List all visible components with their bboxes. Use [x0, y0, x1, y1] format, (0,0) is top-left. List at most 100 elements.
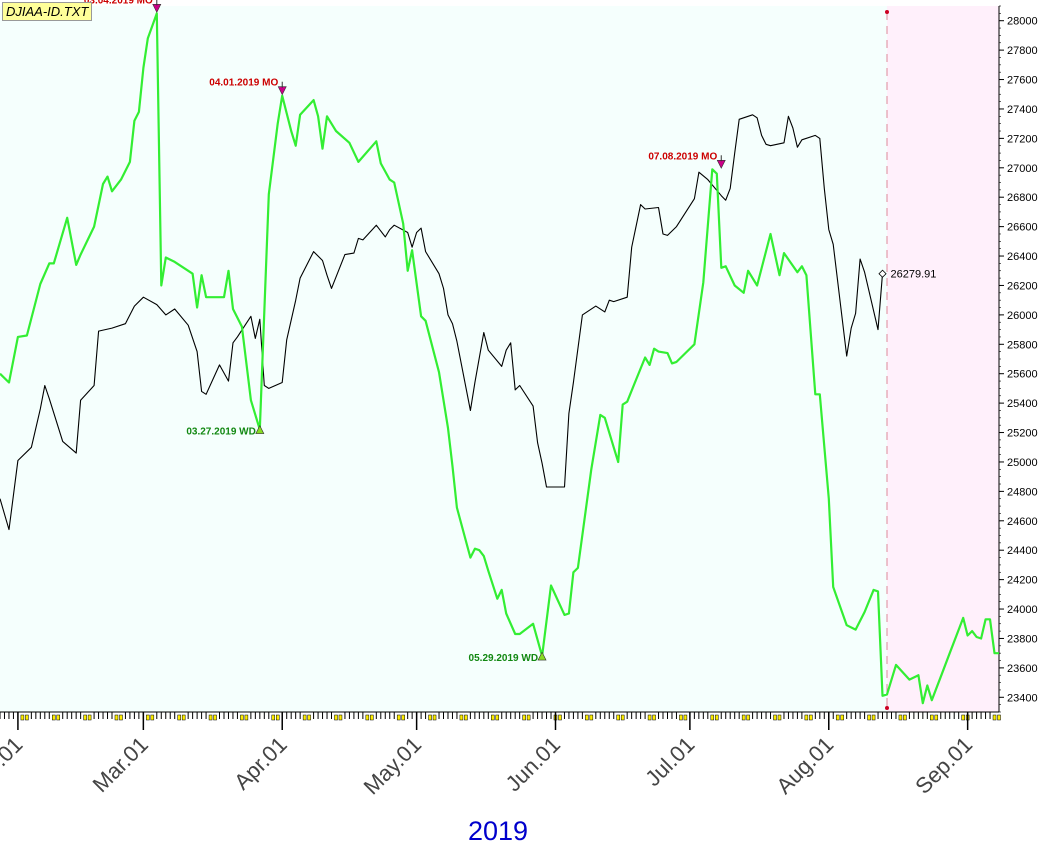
- month-label: Sep.01: [910, 732, 977, 799]
- weekend-tick: [835, 714, 840, 721]
- weekend-tick: [903, 714, 907, 721]
- y-tick-label: 26400: [1007, 251, 1038, 263]
- month-label: Mar.01: [88, 732, 153, 797]
- weekend-tick: [114, 714, 119, 721]
- weekend-tick: [25, 714, 29, 721]
- weekend-tick: [589, 714, 594, 721]
- y-tick-label: 27400: [1007, 104, 1038, 116]
- y-tick-label: 24600: [1007, 516, 1038, 528]
- y-tick-label: 24800: [1007, 486, 1038, 498]
- month-label: May.01: [359, 732, 427, 800]
- price-line: [0, 114, 884, 531]
- weekend-tick: [401, 714, 405, 721]
- weekend-tick: [146, 714, 150, 721]
- weekend-tick: [616, 714, 620, 721]
- cycle-top-label: 07.08.2019 MO: [648, 151, 717, 162]
- weekend-tick: [83, 714, 87, 721]
- month-label: Feb.01: [0, 732, 27, 798]
- weekend-tick: [992, 714, 997, 721]
- weekend-tick: [840, 714, 844, 721]
- weekend-tick: [867, 714, 871, 721]
- y-tick-label: 23400: [1007, 692, 1038, 704]
- weekend-tick: [997, 714, 1001, 721]
- weekend-tick: [119, 714, 123, 721]
- weekend-tick: [396, 714, 401, 721]
- weekend-tick: [585, 714, 589, 721]
- weekend-tick: [432, 714, 437, 721]
- month-label: Jul.01: [640, 732, 699, 791]
- y-tick-label: 26600: [1007, 222, 1038, 234]
- projection-top-marker: [885, 10, 890, 14]
- weekend-tick: [934, 714, 939, 721]
- weekend-tick: [683, 714, 688, 721]
- y-tick-label: 24000: [1007, 604, 1038, 616]
- weekend-tick: [365, 714, 370, 721]
- y-tick-label: 27600: [1007, 75, 1038, 87]
- weekend-tick: [558, 714, 562, 721]
- weekend-tick: [741, 714, 746, 721]
- weekend-tick: [961, 714, 965, 721]
- weekend-tick: [777, 714, 782, 721]
- y-tick-label: 23600: [1007, 663, 1038, 675]
- weekend-tick: [338, 714, 343, 721]
- cycle-top-label: 03.04.2019 MO: [84, 0, 153, 6]
- projection-background: [887, 6, 999, 712]
- last-value-marker: [878, 269, 887, 278]
- cycle-bottom-marker: [255, 424, 265, 434]
- weekend-tick: [208, 714, 213, 721]
- weekend-tick: [715, 714, 719, 721]
- weekend-tick: [871, 714, 876, 721]
- weekend-tick: [526, 714, 531, 721]
- cycle-line: [0, 12, 999, 705]
- weekend-tick: [491, 714, 495, 721]
- cycle-bottom-label: 05.29.2019 WD: [469, 653, 539, 664]
- weekend-tick: [52, 714, 56, 721]
- y-tick-label: 27200: [1007, 133, 1038, 145]
- month-label: Jun.01: [501, 732, 565, 796]
- file-label: DJIAA-ID.TXT: [2, 2, 93, 21]
- y-tick-label: 27000: [1007, 163, 1038, 175]
- y-tick-label: 25600: [1007, 369, 1038, 381]
- weekend-tick: [302, 714, 307, 721]
- y-tick-label: 26200: [1007, 280, 1038, 292]
- weekend-tick: [647, 714, 652, 721]
- month-label: Aug.01: [771, 732, 838, 799]
- y-tick-label: 25200: [1007, 428, 1038, 440]
- weekend-tick: [522, 714, 526, 721]
- weekend-tick: [459, 714, 464, 721]
- weekend-tick: [428, 714, 432, 721]
- weekend-tick: [181, 714, 186, 721]
- weekend-tick: [804, 714, 809, 721]
- weekend-tick: [898, 714, 903, 721]
- y-tick-label: 25800: [1007, 339, 1038, 351]
- weekend-tick: [56, 714, 60, 721]
- weekend-tick: [710, 714, 715, 721]
- year-label: 2019: [468, 816, 529, 846]
- weekend-tick: [652, 714, 656, 721]
- weekend-tick: [464, 714, 468, 721]
- y-tick-label: 24400: [1007, 545, 1038, 557]
- weekend-tick: [87, 714, 92, 721]
- weekend-tick: [275, 714, 280, 721]
- y-tick-label: 25000: [1007, 457, 1038, 469]
- cycle-bottom-label: 03.27.2019 WD: [186, 427, 256, 438]
- weekend-tick: [495, 714, 500, 721]
- weekend-tick: [213, 714, 217, 721]
- weekend-tick: [620, 714, 625, 721]
- weekend-tick: [307, 714, 311, 721]
- cycle-bottom-marker: [537, 651, 547, 661]
- projection-bottom-marker: [885, 706, 890, 710]
- y-tick-label: 27800: [1007, 45, 1038, 57]
- weekend-tick: [150, 714, 155, 721]
- y-tick-label: 26800: [1007, 192, 1038, 204]
- weekend-tick: [930, 714, 934, 721]
- weekend-tick: [746, 714, 750, 721]
- y-tick-label: 28000: [1007, 16, 1038, 28]
- weekend-tick: [334, 714, 338, 721]
- weekend-tick: [20, 714, 25, 721]
- weekend-tick: [809, 714, 813, 721]
- weekend-tick: [271, 714, 276, 721]
- y-tick-label: 25400: [1007, 398, 1038, 410]
